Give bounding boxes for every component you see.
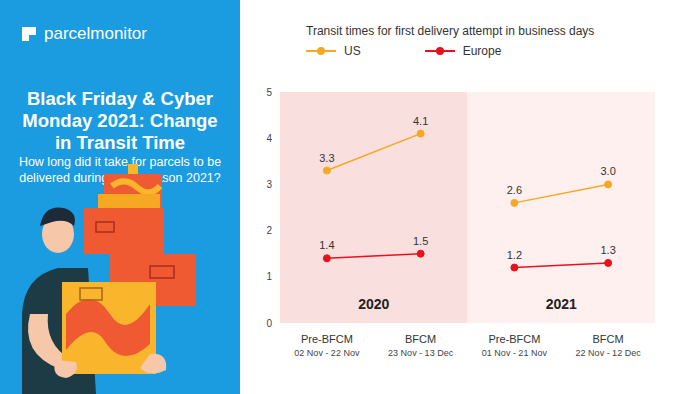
html-text:How long did it take for parce: How long did it take for parcels to be d…: [18, 155, 222, 185]
svg-text:Pre-BFCM: Pre-BFCM: [301, 333, 353, 345]
svg-text:3: 3: [266, 179, 272, 190]
svg-text:2: 2: [266, 225, 272, 236]
svg-text:Pre-BFCM: Pre-BFCM: [488, 333, 540, 345]
svg-text:23 Nov - 13 Dec: 23 Nov - 13 Dec: [388, 348, 454, 358]
html-text:parcelmonitor: parcelmonitor: [44, 24, 147, 43]
svg-text:1.5: 1.5: [413, 235, 428, 247]
svg-text:02 Nov - 22 Nov: 02 Nov - 22 Nov: [294, 348, 360, 358]
html-text:Europe: Europe: [462, 44, 502, 58]
svg-text:2.6: 2.6: [507, 184, 522, 196]
svg-text:3.3: 3.3: [319, 152, 334, 164]
svg-text:4: 4: [266, 133, 272, 144]
svg-text:2020: 2020: [358, 296, 389, 312]
svg-text:5: 5: [266, 87, 272, 98]
svg-text:0: 0: [266, 318, 272, 329]
svg-text:1.4: 1.4: [319, 239, 334, 251]
html-text:US: US: [344, 44, 361, 58]
svg-text:1: 1: [266, 271, 272, 282]
svg-text:4.1: 4.1: [413, 115, 428, 127]
svg-text:3.0: 3.0: [600, 165, 615, 177]
svg-text:01 Nov - 21 Nov: 01 Nov - 21 Nov: [482, 348, 548, 358]
svg-text:2021: 2021: [546, 296, 577, 312]
html-text:Black Friday & Cyber Monday 20: Black Friday & Cyber Monday 2021: Change…: [22, 88, 218, 153]
svg-text:1.3: 1.3: [600, 244, 615, 256]
svg-text:BFCM: BFCM: [405, 333, 436, 345]
svg-text:22 Nov - 12 Dec: 22 Nov - 12 Dec: [576, 348, 642, 358]
svg-text:BFCM: BFCM: [593, 333, 624, 345]
svg-text:1.2: 1.2: [507, 249, 522, 261]
html-text:Transit times for first delive: Transit times for first delivery attempt…: [306, 24, 595, 38]
